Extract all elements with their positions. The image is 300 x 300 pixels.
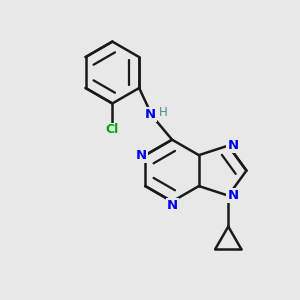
Text: N: N: [227, 139, 239, 152]
Text: N: N: [145, 108, 156, 121]
Text: N: N: [227, 189, 239, 202]
Text: N: N: [167, 199, 178, 212]
Text: H: H: [159, 106, 168, 119]
Text: Cl: Cl: [106, 123, 119, 136]
Text: N: N: [136, 149, 147, 162]
